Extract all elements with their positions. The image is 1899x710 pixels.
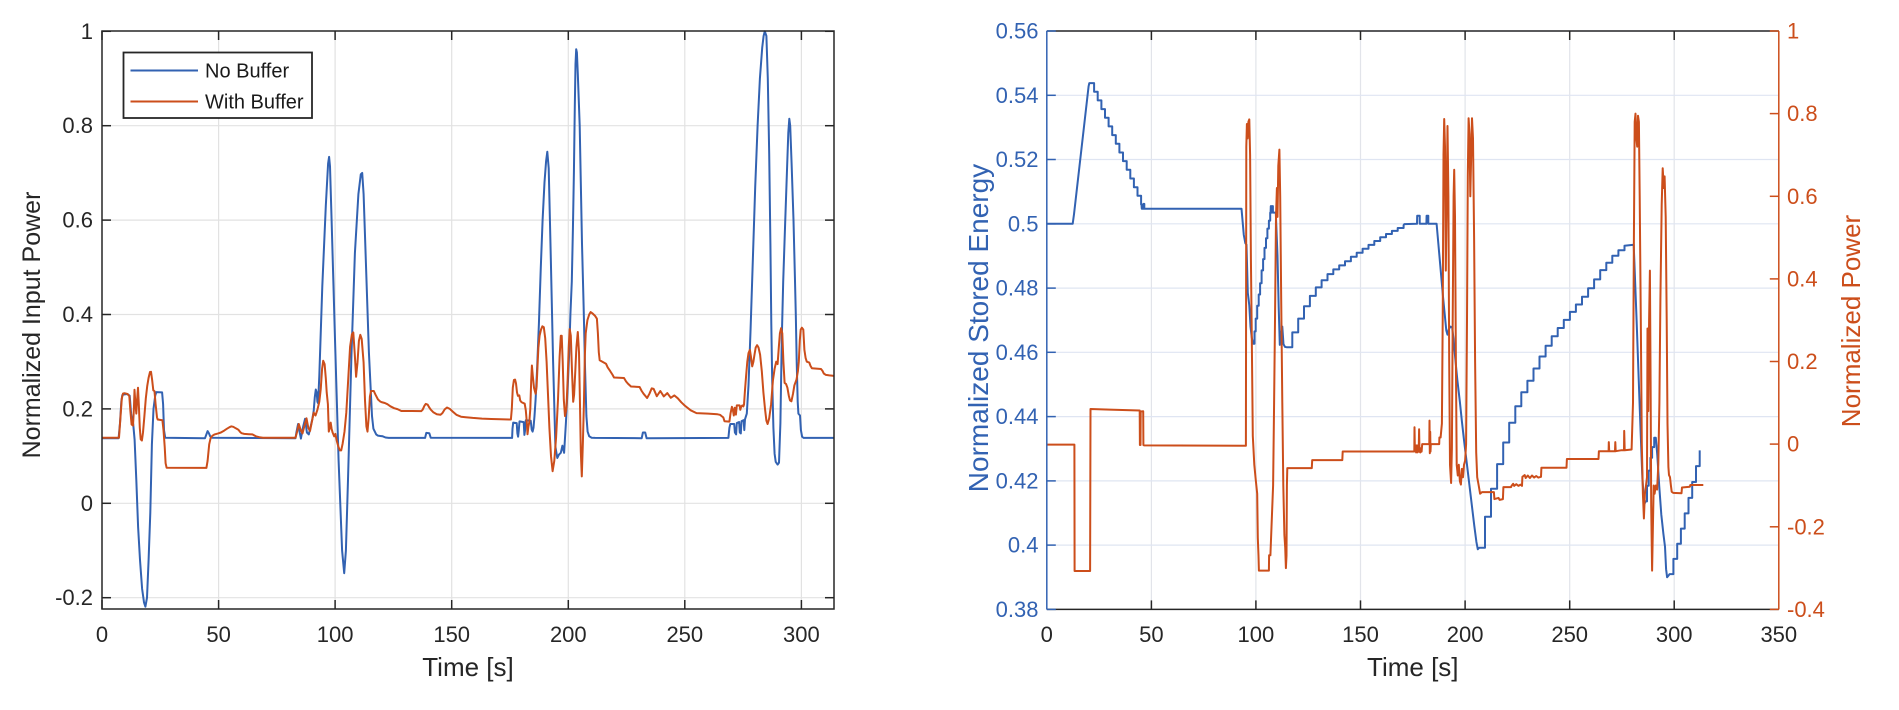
svg-text:0.4: 0.4 xyxy=(1787,266,1818,291)
svg-text:Normalized Input Power: Normalized Input Power xyxy=(18,192,46,459)
svg-text:0: 0 xyxy=(96,622,108,647)
svg-text:Time [s]: Time [s] xyxy=(422,652,513,682)
svg-text:0: 0 xyxy=(1787,432,1799,457)
svg-text:0.8: 0.8 xyxy=(1787,101,1818,126)
svg-text:150: 150 xyxy=(1342,622,1379,647)
svg-text:0.8: 0.8 xyxy=(62,113,93,138)
svg-text:-0.4: -0.4 xyxy=(1787,597,1825,622)
svg-text:0.38: 0.38 xyxy=(996,597,1039,622)
svg-text:Time [s]: Time [s] xyxy=(1367,652,1458,682)
svg-text:-0.2: -0.2 xyxy=(1787,514,1825,539)
svg-text:-0.2: -0.2 xyxy=(55,585,93,610)
svg-text:50: 50 xyxy=(206,622,230,647)
svg-text:Normalized Power: Normalized Power xyxy=(1836,214,1866,427)
svg-text:200: 200 xyxy=(1447,622,1484,647)
svg-text:0: 0 xyxy=(81,491,93,516)
svg-text:100: 100 xyxy=(1238,622,1275,647)
svg-text:No Buffer: No Buffer xyxy=(205,61,289,83)
svg-text:200: 200 xyxy=(550,622,587,647)
svg-text:1: 1 xyxy=(1787,19,1799,44)
svg-text:0.52: 0.52 xyxy=(996,147,1039,172)
svg-text:0: 0 xyxy=(1041,622,1053,647)
svg-text:Normalized Stored Energy: Normalized Stored Energy xyxy=(963,164,994,492)
svg-text:0.4: 0.4 xyxy=(62,302,93,327)
svg-text:1: 1 xyxy=(81,19,93,44)
svg-text:0.56: 0.56 xyxy=(996,19,1039,44)
svg-text:0.2: 0.2 xyxy=(62,396,93,421)
svg-text:0.54: 0.54 xyxy=(996,83,1039,108)
svg-text:250: 250 xyxy=(666,622,703,647)
svg-text:0.4: 0.4 xyxy=(1008,533,1039,558)
svg-text:0.6: 0.6 xyxy=(1787,184,1818,209)
svg-text:250: 250 xyxy=(1551,622,1588,647)
svg-text:0.6: 0.6 xyxy=(62,208,93,233)
svg-text:300: 300 xyxy=(783,622,820,647)
svg-text:150: 150 xyxy=(433,622,470,647)
svg-text:0.2: 0.2 xyxy=(1787,349,1818,374)
svg-text:50: 50 xyxy=(1139,622,1163,647)
svg-text:0.44: 0.44 xyxy=(996,404,1039,429)
svg-text:100: 100 xyxy=(317,622,354,647)
svg-text:0.5: 0.5 xyxy=(1008,211,1039,236)
svg-text:0.48: 0.48 xyxy=(996,276,1039,301)
svg-text:With Buffer: With Buffer xyxy=(205,92,304,114)
svg-text:0.42: 0.42 xyxy=(996,468,1039,493)
svg-text:350: 350 xyxy=(1760,622,1797,647)
svg-text:0.46: 0.46 xyxy=(996,340,1039,365)
svg-text:300: 300 xyxy=(1656,622,1693,647)
